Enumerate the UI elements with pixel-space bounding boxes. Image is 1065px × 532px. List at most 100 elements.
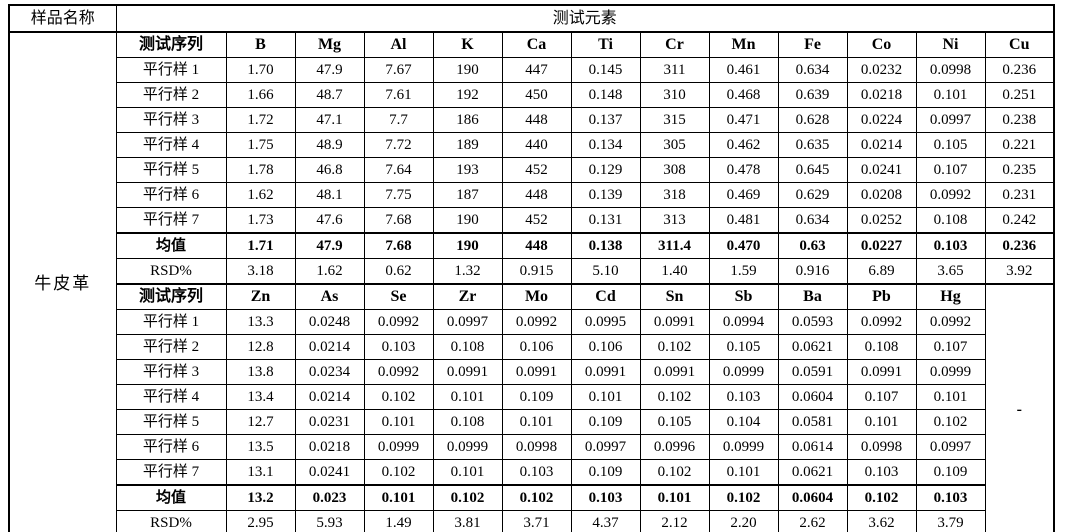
mean-value-cell: 0.102 [432,484,503,511]
value-cell: 0.134 [570,132,641,158]
value-cell: 0.236 [984,57,1055,83]
value-cell: 1.66 [225,82,296,108]
mean-value-cell: 0.470 [708,232,779,259]
mean-value-cell: 1.71 [225,232,296,259]
element-header-cell: Al [363,31,434,58]
value-cell: 13.3 [225,309,296,335]
sample-row: 平行样 4 1.75 48.9 7.72 189 440 0.134 305 0.462 0.63… [9,132,1055,158]
value-cell: 311 [639,57,710,83]
row-label-cell: 平行样 3 [115,359,227,385]
value-cell: 448 [501,107,572,133]
mean-value-cell: 0.101 [639,484,710,511]
rsd-value-cell: 3.92 [984,258,1055,285]
value-cell: 0.101 [708,459,779,486]
rsd-value-cell: 1.32 [432,258,503,285]
value-cell: 0.0991 [570,359,641,385]
value-cell: 0.0593 [777,309,848,335]
value-cell: 0.0997 [915,434,986,460]
value-cell: 0.129 [570,157,641,183]
value-cell: 0.101 [432,384,503,410]
mean-value-cell: 0.0227 [846,232,917,259]
value-cell: 0.0992 [915,309,986,335]
value-cell: 0.0995 [570,309,641,335]
value-cell: 0.109 [915,459,986,486]
mean-value-cell: 0.63 [777,232,848,259]
value-cell: 1.73 [225,207,296,234]
value-cell: 0.0991 [846,359,917,385]
element-header-cell: Ni [915,31,986,58]
value-cell: 12.7 [225,409,296,435]
value-cell: 47.1 [294,107,365,133]
rsd-row: RSD% 2.95 5.93 1.49 3.81 3.71 4.37 2.12 2.20 2.62… [9,510,1054,532]
mean-value-cell: 0.138 [570,232,641,259]
value-cell: 0.109 [570,409,641,435]
rsd-value-cell: 3.18 [225,258,296,285]
value-cell: 13.5 [225,434,296,460]
value-cell: 0.131 [570,207,641,234]
mean-value-cell: 0.0604 [777,484,848,511]
series-header-row: 牛皮革 测试序列 B Mg Al K Ca Ti Cr Mn Fe Co Ni Cu [8,31,1055,532]
value-cell: 0.139 [570,182,641,208]
value-cell: 0.107 [846,384,917,410]
value-cell: 7.75 [363,182,434,208]
value-cell: 0.107 [915,334,986,360]
value-cell: 0.0991 [639,359,710,385]
value-cell: 0.108 [432,334,503,360]
value-cell: 318 [639,182,710,208]
value-cell: 0.0218 [294,434,365,460]
value-cell: 0.108 [432,409,503,435]
value-cell: 0.251 [984,82,1055,108]
value-cell: 0.0992 [846,309,917,335]
value-cell: 0.0248 [294,309,365,335]
value-cell: 0.0992 [501,309,572,335]
value-cell: 0.0591 [777,359,848,385]
row-label-cell: 平行样 1 [115,57,227,83]
rsd-value-cell: 2.12 [639,510,710,532]
element-header-cell: B [225,31,296,58]
rsd-value-cell: 3.81 [432,510,503,532]
sample-row: 平行样 6 1.62 48.1 7.75 187 448 0.139 318 0.469 0.62… [9,182,1055,208]
value-cell: 0.0998 [846,434,917,460]
rsd-value-cell: 3.62 [846,510,917,532]
table-header-row: 样品名称 测试元素 [8,4,1055,33]
mean-value-cell: 0.102 [708,484,779,511]
value-cell: 0.469 [708,182,779,208]
value-cell: 0.106 [501,334,572,360]
mean-value-cell: 0.103 [915,232,986,259]
value-cell: 0.0999 [915,359,986,385]
value-cell: 0.0252 [846,207,917,234]
mean-value-cell: 311.4 [639,232,710,259]
sample-name-cell: 牛皮革 [8,31,117,532]
value-cell: 0.0997 [915,107,986,133]
series-label-cell: 测试序列 [115,31,227,58]
value-cell: 0.101 [915,384,986,410]
value-cell: 0.103 [363,334,434,360]
element-header-cell: Cu [984,31,1055,58]
value-cell: 0.461 [708,57,779,83]
rsd-row: RSD% 3.18 1.62 0.62 1.32 0.915 5.10 1.40 1.59 0.9… [9,258,1055,285]
value-cell: 0.145 [570,57,641,83]
value-cell: 190 [432,207,503,234]
rsd-value-cell: 4.37 [570,510,641,532]
value-cell: 0.478 [708,157,779,183]
value-cell: 47.6 [294,207,365,234]
value-cell: 0.0998 [915,57,986,83]
value-cell: 0.0998 [501,434,572,460]
rsd-value-cell: 1.49 [363,510,434,532]
value-cell: 0.101 [570,384,641,410]
element-header-cell: Mg [294,31,365,58]
value-cell: 0.0208 [846,182,917,208]
element-header-cell: Cr [639,31,710,58]
value-cell: 440 [501,132,572,158]
rsd-value-cell: 2.95 [225,510,296,532]
mean-label-cell: 均值 [115,484,227,511]
value-cell: 0.108 [915,207,986,234]
sample-row: 平行样 7 13.1 0.0241 0.102 0.101 0.103 0.109 0.102… [9,459,1054,486]
value-cell: 0.0234 [294,359,365,385]
value-cell: 1.78 [225,157,296,183]
value-cell: 48.9 [294,132,365,158]
value-cell: 48.7 [294,82,365,108]
value-cell: 0.105 [708,334,779,360]
rsd-value-cell: 3.71 [501,510,572,532]
series-header-row: 测试序列 Zn As Se Zr Mo Cd Sn Sb Ba Pb Hg - [9,283,1055,532]
